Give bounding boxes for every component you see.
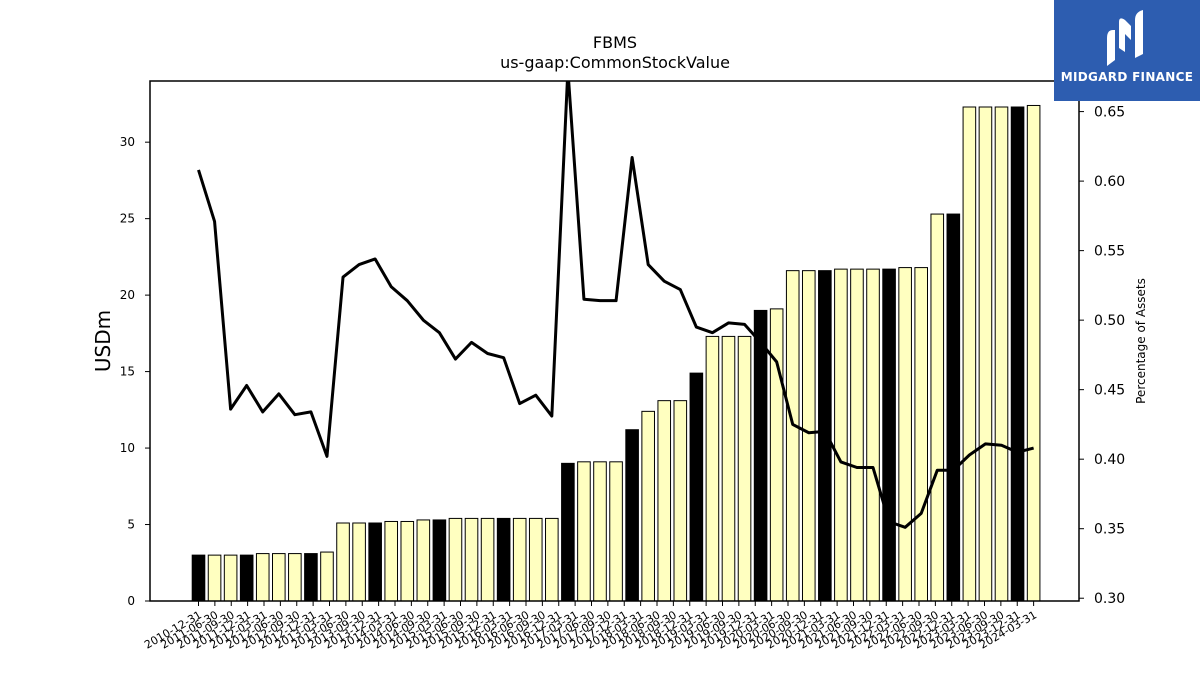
bar bbox=[1010, 106, 1025, 602]
y-tick-label: 10 bbox=[120, 441, 135, 455]
bar bbox=[593, 461, 607, 602]
bar bbox=[657, 400, 672, 602]
bar bbox=[288, 553, 302, 602]
chart-subtitle: us-gaap:CommonStockValue bbox=[500, 53, 730, 72]
bar bbox=[191, 554, 206, 602]
bar bbox=[737, 335, 752, 602]
bar bbox=[609, 461, 623, 602]
bar bbox=[577, 461, 591, 602]
y-tick-label: 30 bbox=[120, 135, 135, 149]
bar bbox=[962, 106, 977, 602]
y2-tick-label: 0.60 bbox=[1094, 174, 1125, 190]
bar bbox=[545, 517, 559, 602]
y-axis-left: 0 5 10 15 20 25 30 bbox=[120, 135, 150, 608]
bar bbox=[272, 553, 286, 602]
bar bbox=[432, 519, 447, 602]
y2-tick-label: 0.35 bbox=[1094, 522, 1125, 538]
bar bbox=[946, 213, 961, 602]
y-tick-label: 5 bbox=[127, 518, 135, 532]
bar-series bbox=[191, 104, 1041, 602]
bar bbox=[753, 309, 768, 602]
y-tick-label: 25 bbox=[120, 212, 135, 226]
bar bbox=[1026, 104, 1041, 602]
bar bbox=[785, 270, 800, 602]
x-axis: 2010-12-312011-06-302011-09-302011-12-31… bbox=[142, 601, 1039, 652]
bar bbox=[512, 517, 527, 602]
bar bbox=[255, 553, 270, 602]
bar bbox=[207, 554, 222, 602]
bar bbox=[994, 106, 1009, 602]
bar bbox=[930, 213, 945, 602]
y2-tick-label: 0.50 bbox=[1094, 313, 1125, 329]
bar bbox=[769, 308, 784, 602]
bar bbox=[384, 520, 399, 602]
bar bbox=[528, 517, 543, 602]
y-tick-label: 15 bbox=[120, 365, 135, 379]
y-tick-label: 20 bbox=[120, 288, 135, 302]
bar bbox=[352, 522, 366, 602]
bar bbox=[898, 267, 912, 602]
bar bbox=[496, 517, 511, 602]
plot-frame bbox=[149, 80, 1080, 602]
bar bbox=[641, 410, 655, 602]
logo-text: MIDGARD FINANCE bbox=[1060, 70, 1194, 84]
y-axis-right: 0.30 0.35 0.40 0.45 0.50 0.55 0.60 0.65 bbox=[1079, 105, 1125, 607]
bar bbox=[416, 519, 431, 602]
line-path bbox=[197, 81, 1034, 529]
bar bbox=[304, 553, 318, 602]
bar bbox=[689, 372, 704, 602]
y2-tick-label: 0.30 bbox=[1094, 591, 1125, 607]
bar bbox=[866, 268, 880, 602]
bar bbox=[721, 335, 736, 602]
y2-axis-label: Percentage of Assets bbox=[1134, 278, 1148, 404]
bar bbox=[448, 517, 463, 602]
bar bbox=[978, 106, 993, 602]
bar bbox=[480, 517, 495, 602]
bar bbox=[705, 335, 720, 602]
bar bbox=[882, 268, 896, 602]
bar bbox=[673, 400, 688, 602]
bar bbox=[223, 554, 238, 602]
bar bbox=[818, 270, 832, 602]
brand-logo: MIDGARD FINANCE bbox=[1054, 0, 1200, 101]
bar bbox=[368, 522, 382, 602]
bar bbox=[914, 267, 929, 602]
bar bbox=[834, 268, 848, 602]
bar bbox=[320, 551, 334, 602]
logo-mark-icon bbox=[1107, 10, 1143, 66]
bar bbox=[400, 520, 415, 602]
line-series bbox=[197, 81, 1034, 529]
bar bbox=[561, 462, 575, 602]
bar bbox=[464, 517, 479, 602]
y2-tick-label: 0.65 bbox=[1094, 105, 1125, 121]
chart-title: FBMS bbox=[593, 33, 637, 52]
y-axis-label: USDm bbox=[91, 310, 115, 372]
bar bbox=[850, 268, 864, 602]
y2-tick-label: 0.55 bbox=[1094, 244, 1125, 260]
bar bbox=[625, 429, 639, 602]
y-tick-label: 0 bbox=[127, 594, 135, 608]
y2-tick-label: 0.40 bbox=[1094, 452, 1125, 468]
y2-tick-label: 0.45 bbox=[1094, 383, 1125, 399]
bar bbox=[336, 522, 350, 602]
bar bbox=[239, 554, 254, 602]
bar bbox=[801, 270, 816, 602]
